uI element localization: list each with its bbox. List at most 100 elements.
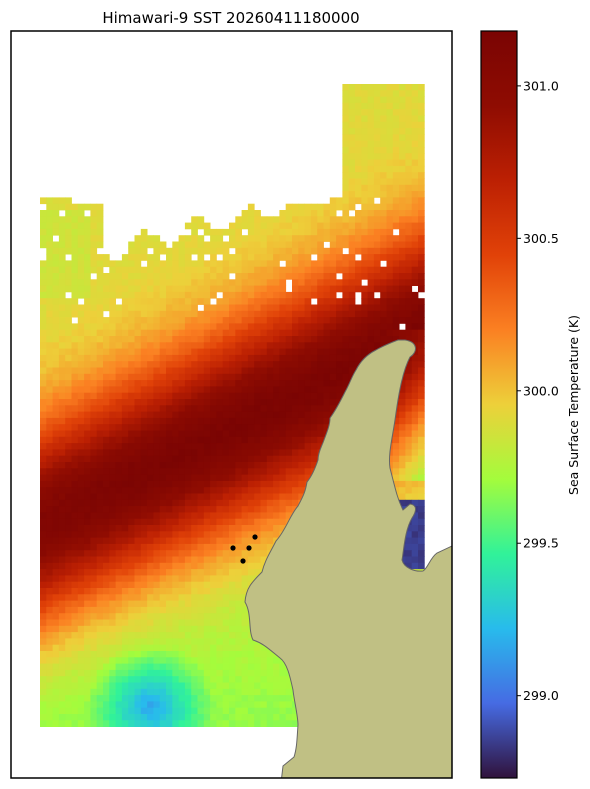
sst-cell bbox=[229, 329, 236, 337]
sst-cell bbox=[115, 518, 123, 526]
sst-cell bbox=[279, 386, 287, 394]
sst-cell bbox=[46, 241, 53, 249]
sst-cell bbox=[260, 657, 268, 664]
sst-cell bbox=[191, 556, 198, 564]
sst-cell bbox=[178, 247, 186, 255]
sst-cell bbox=[222, 304, 230, 312]
sst-cell bbox=[298, 392, 305, 400]
sst-cell bbox=[71, 430, 79, 438]
sst-cell bbox=[399, 134, 406, 142]
sst-cell bbox=[40, 669, 47, 677]
sst-cell bbox=[292, 304, 299, 312]
sst-cell bbox=[40, 361, 47, 368]
sst-cell bbox=[84, 430, 91, 438]
sst-cell bbox=[216, 525, 224, 532]
sst-cell bbox=[109, 285, 116, 293]
sst-cell bbox=[172, 336, 179, 343]
sst-cell bbox=[241, 254, 249, 261]
sst-cell bbox=[166, 493, 173, 501]
sst-cell bbox=[266, 342, 274, 349]
sst-cell bbox=[405, 367, 413, 375]
sst-cell bbox=[386, 203, 394, 211]
sst-cell bbox=[65, 531, 72, 538]
sst-cell bbox=[367, 191, 375, 198]
sst-cell bbox=[153, 543, 161, 551]
sst-cell bbox=[46, 373, 53, 381]
sst-cell bbox=[184, 235, 192, 242]
sst-cell bbox=[355, 216, 362, 223]
sst-cell bbox=[399, 285, 406, 293]
sst-cell bbox=[90, 323, 98, 331]
sst-cell bbox=[336, 336, 343, 343]
sst-cell bbox=[40, 613, 47, 620]
sst-cell bbox=[40, 531, 47, 538]
sst-cell bbox=[65, 701, 72, 709]
sst-cell bbox=[304, 210, 312, 217]
sst-cell bbox=[172, 468, 179, 475]
sst-cell bbox=[96, 373, 104, 381]
sst-cell bbox=[115, 449, 123, 457]
sst-cell bbox=[184, 594, 192, 601]
sst-cell bbox=[77, 392, 85, 400]
sst-cell bbox=[172, 266, 179, 274]
sst-cell bbox=[90, 424, 98, 431]
sst-cell bbox=[166, 588, 173, 595]
sst-cell bbox=[109, 499, 116, 507]
sst-cell bbox=[348, 178, 356, 186]
sst-cell bbox=[109, 424, 116, 431]
sst-cell bbox=[96, 594, 104, 601]
sst-cell bbox=[153, 354, 161, 362]
sst-cell bbox=[323, 298, 331, 305]
sst-cell bbox=[273, 279, 280, 286]
sst-cell bbox=[210, 354, 217, 362]
sst-cell bbox=[115, 342, 123, 349]
sst-cell bbox=[247, 254, 255, 261]
sst-cell bbox=[216, 228, 224, 236]
sst-cell bbox=[77, 449, 85, 457]
sst-cell bbox=[292, 298, 299, 305]
sst-cell bbox=[166, 436, 173, 444]
sst-cell bbox=[153, 657, 161, 664]
sst-cell bbox=[292, 285, 299, 293]
sst-cell bbox=[128, 285, 135, 293]
sst-cell bbox=[222, 695, 230, 702]
sst-cell bbox=[285, 462, 293, 469]
sst-cell bbox=[115, 594, 123, 601]
sst-cell bbox=[46, 210, 53, 217]
sst-cell bbox=[247, 462, 255, 469]
sst-cell bbox=[310, 455, 318, 463]
sst-cell bbox=[317, 291, 324, 299]
sst-cell bbox=[405, 178, 413, 186]
sst-cell bbox=[210, 386, 217, 394]
sst-cell bbox=[203, 556, 211, 564]
sst-cell bbox=[166, 405, 173, 412]
sst-cell bbox=[380, 178, 387, 186]
sst-cell bbox=[411, 411, 419, 419]
sst-cell bbox=[58, 279, 66, 286]
sst-cell bbox=[241, 638, 249, 646]
sst-cell bbox=[191, 342, 198, 349]
sst-cell bbox=[159, 707, 167, 715]
sst-cell bbox=[247, 669, 255, 677]
sst-cell bbox=[216, 531, 224, 538]
sst-cell bbox=[191, 594, 198, 601]
sst-cell bbox=[96, 625, 104, 633]
sst-cell bbox=[386, 159, 394, 167]
sst-cell bbox=[247, 707, 255, 715]
sst-cell bbox=[191, 367, 198, 375]
sst-cell bbox=[418, 273, 425, 280]
sst-cell bbox=[241, 304, 249, 312]
sst-cell bbox=[241, 216, 249, 223]
sst-cell bbox=[159, 556, 167, 564]
sst-cell bbox=[229, 411, 236, 419]
sst-cell bbox=[329, 399, 337, 406]
sst-cell bbox=[241, 342, 249, 349]
sst-cell bbox=[197, 411, 205, 419]
sst-cell bbox=[279, 424, 287, 431]
sst-cell bbox=[386, 254, 394, 261]
sst-cell bbox=[317, 354, 324, 362]
sst-cell bbox=[140, 688, 148, 696]
sst-cell bbox=[323, 361, 331, 368]
sst-cell bbox=[216, 279, 224, 286]
sst-cell bbox=[121, 367, 129, 375]
